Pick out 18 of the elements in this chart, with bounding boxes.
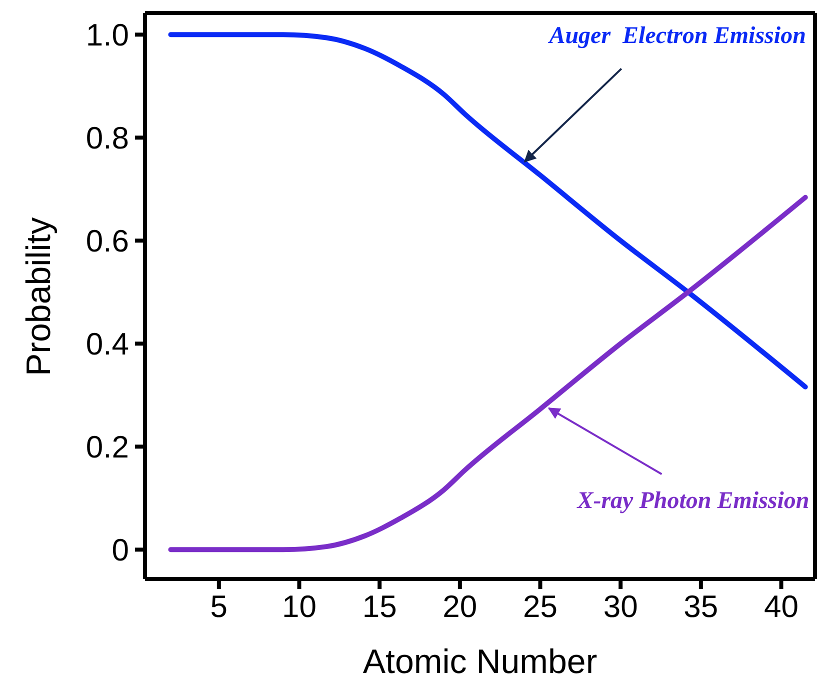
y-tick-label: 0.6 <box>86 224 129 259</box>
y-tick-label: 0 <box>112 532 129 568</box>
y-axis-title: Probability <box>20 217 58 376</box>
y-tick-label: 1.0 <box>86 18 129 53</box>
x-tick-label: 10 <box>282 589 316 624</box>
annotation: Auger Electron Emission <box>547 23 806 50</box>
x-tick-label: 15 <box>362 589 397 624</box>
y-tick-label: 0.2 <box>86 430 129 465</box>
x-tick-label: 40 <box>764 589 798 624</box>
annotation: X-ray Photon Emission <box>576 488 810 514</box>
x-axis-title: Atomic Number <box>362 643 598 677</box>
x-tick-label: 20 <box>442 589 478 624</box>
x-tick-label: 30 <box>603 589 638 624</box>
x-tick-label: 5 <box>210 589 228 624</box>
x-tick-label: 35 <box>684 589 718 624</box>
y-tick-label: 0.4 <box>86 326 129 362</box>
y-tick-label: 0.8 <box>86 120 129 156</box>
x-tick-label: 25 <box>523 589 558 624</box>
